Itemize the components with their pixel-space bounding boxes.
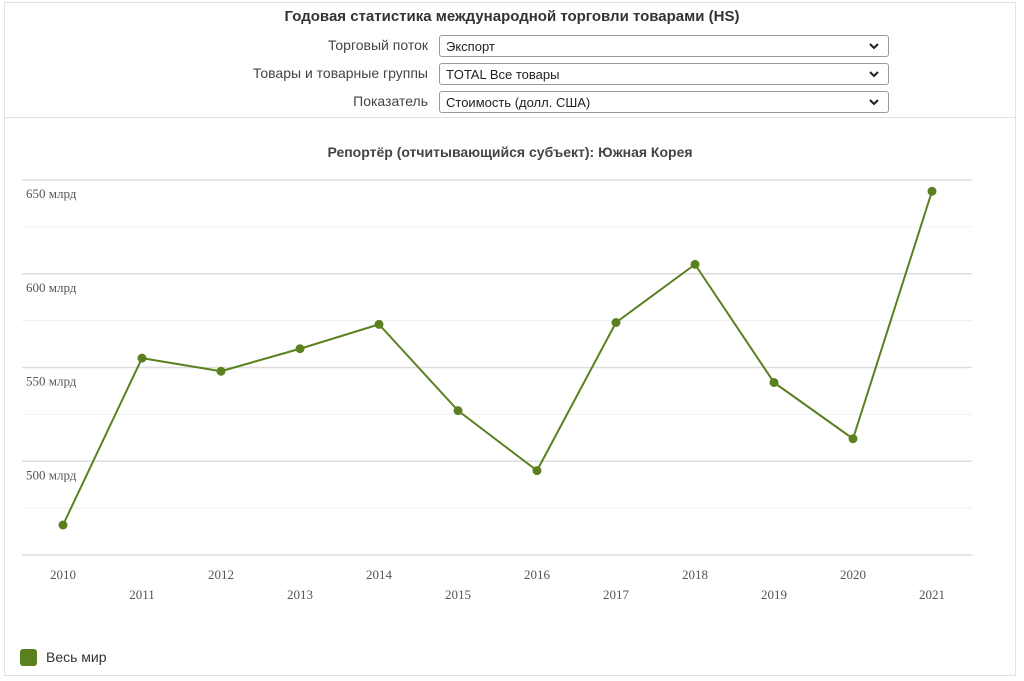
header-divider: [5, 117, 1015, 118]
x-tick-label: 2015: [445, 587, 471, 602]
y-tick-label: 600 млрд: [26, 280, 77, 295]
data-point[interactable]: [690, 259, 700, 269]
x-tick-label: 2013: [287, 587, 313, 602]
data-point[interactable]: [611, 318, 621, 327]
commodity-value: TOTAL Все товары: [446, 67, 560, 82]
x-axis-ticks: 2010 2011 2012 2013 2014 2015 2016 2017 2018 2019…: [50, 567, 945, 602]
y-tick-label: 650 млрд: [26, 186, 77, 201]
filter-row-indicator: Показатель Стоимость (долл. США): [0, 91, 1024, 113]
data-point[interactable]: [216, 366, 226, 376]
x-tick-label: 2021: [919, 587, 945, 602]
commodity-label: Товары и товарные группы: [252, 65, 428, 81]
data-point[interactable]: [58, 520, 68, 530]
x-tick-label: 2014: [366, 567, 393, 582]
x-tick-label: 2017: [603, 587, 630, 602]
x-tick-label: 2012: [208, 567, 234, 582]
x-tick-label: 2011: [129, 587, 155, 602]
legend-label: Весь мир: [46, 649, 107, 665]
filter-row-trade-flow: Торговый поток Экспорт: [0, 35, 1024, 57]
commodity-select[interactable]: TOTAL Все товары: [439, 63, 889, 85]
data-point[interactable]: [532, 466, 542, 476]
data-point[interactable]: [769, 378, 779, 387]
chevron-down-icon: [869, 43, 879, 50]
page-title: Годовая статистика международной торговл…: [284, 8, 740, 25]
data-point[interactable]: [295, 344, 305, 354]
y-tick-label: 550 млрд: [26, 374, 77, 389]
widget-frame: [4, 2, 1016, 676]
y-axis-ticks: 500 млрд 550 млрд 600 млрд 650 млрд: [26, 186, 77, 482]
grid-lines: [22, 179, 972, 556]
x-tick-label: 2019: [761, 587, 787, 602]
data-point[interactable]: [927, 186, 937, 196]
chevron-down-icon: [869, 71, 879, 78]
data-point[interactable]: [453, 406, 463, 416]
data-point[interactable]: [848, 434, 858, 444]
filter-row-commodity: Товары и товарные группы TOTAL Все товар…: [0, 63, 1024, 85]
series-world: [58, 186, 937, 530]
chevron-down-icon: [869, 99, 879, 106]
trade-flow-select[interactable]: Экспорт: [439, 35, 889, 57]
x-tick-label: 2020: [840, 567, 866, 582]
series-line: [62, 190, 933, 526]
data-point[interactable]: [374, 319, 384, 329]
legend-swatch: [20, 649, 37, 666]
data-point[interactable]: [137, 353, 147, 363]
indicator-select[interactable]: Стоимость (долл. США): [439, 91, 889, 113]
trade-flow-label: Торговый поток: [327, 37, 428, 53]
chart-title: Репортёр (отчитывающийся субъект): Южная…: [327, 144, 692, 160]
x-tick-label: 2016: [524, 567, 551, 582]
indicator-label: Показатель: [353, 93, 428, 109]
x-tick-label: 2010: [50, 567, 76, 582]
x-tick-label: 2018: [682, 567, 708, 582]
trade-flow-value: Экспорт: [446, 39, 495, 54]
y-tick-label: 500 млрд: [26, 467, 77, 482]
indicator-value: Стоимость (долл. США): [446, 95, 591, 110]
